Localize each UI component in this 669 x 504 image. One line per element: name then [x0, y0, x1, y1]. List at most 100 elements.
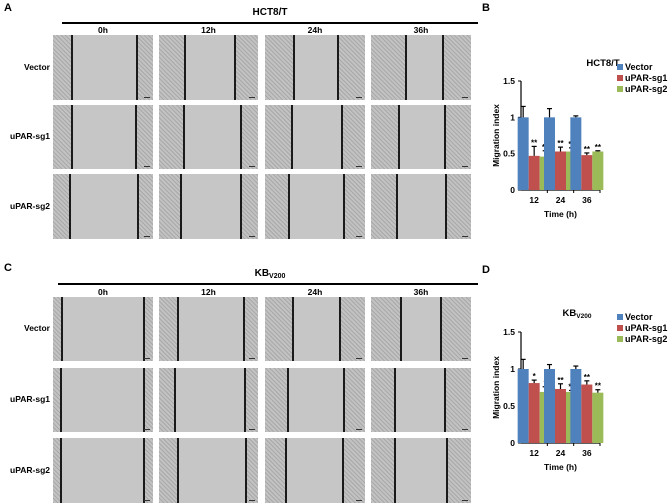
time-label-0h: 0h	[98, 287, 108, 297]
panel-c-header-line	[58, 283, 478, 285]
legend-swatch-upar-sg1	[617, 325, 623, 331]
panel-c-title-main: KB	[254, 268, 270, 279]
legend-label-upar-sg2: uPAR-sg2	[625, 84, 667, 94]
wound-image-vector-12h	[159, 35, 258, 100]
wound-image-upar-sg1-36h	[371, 105, 471, 169]
bar-vector-24	[544, 369, 555, 443]
row-label-upar-sg2: uPAR-sg2	[10, 200, 50, 211]
time-label-36h: 36h	[413, 287, 429, 297]
wound-image-upar-sg1-0h	[53, 368, 153, 432]
significance-mark: *	[533, 372, 537, 381]
legend-label-upar-sg2: uPAR-sg2	[625, 334, 667, 344]
wound-image-vector-36h	[371, 297, 471, 361]
bar-upar-sg1-36	[581, 155, 593, 190]
bar-upar-sg1-12	[528, 155, 540, 190]
legend-label-upar-sg1: uPAR-sg1	[625, 73, 667, 83]
wound-image-vector-24h	[265, 35, 365, 100]
bar-upar-sg1-12	[528, 383, 540, 443]
legend-swatch-upar-sg1	[617, 75, 623, 81]
time-label-0h: 0h	[98, 25, 108, 35]
panel-label-c: C	[4, 262, 12, 274]
wound-image-upar-sg2-36h	[371, 174, 471, 239]
time-label-12h: 12h	[201, 287, 216, 297]
y-tick-label: 0	[510, 185, 515, 195]
wound-image-vector-24h	[265, 297, 365, 361]
y-tick-label: 1	[510, 364, 515, 374]
bar-upar-sg1-24	[555, 151, 566, 190]
wound-image-upar-sg2-12h	[159, 438, 258, 503]
wound-image-vector-12h	[159, 297, 258, 361]
wound-image-upar-sg2-24h	[265, 174, 365, 239]
significance-mark: **	[584, 145, 591, 154]
significance-mark: **	[595, 143, 602, 152]
legend-swatch-vector	[617, 314, 623, 320]
legend-label-vector: Vector	[625, 62, 653, 72]
y-tick-label: 0	[510, 438, 515, 448]
wound-image-upar-sg2-0h	[53, 174, 153, 239]
y-tick-label: 1	[510, 112, 515, 122]
bar-upar-sg1-36	[581, 384, 593, 443]
panel-label-b: B	[482, 2, 490, 14]
x-tick-label: 36	[582, 448, 592, 458]
x-tick-label: 12	[529, 195, 539, 205]
bar-vector-24	[544, 117, 555, 190]
bar-vector-36	[570, 369, 582, 443]
row-label-upar-sg2: uPAR-sg2	[10, 464, 50, 475]
legend-label-upar-sg1: uPAR-sg1	[625, 323, 667, 333]
x-tick-label: 24	[556, 195, 566, 205]
bar-vector-12	[517, 117, 529, 190]
x-axis-label: Time (h)	[544, 209, 577, 219]
wound-image-upar-sg1-12h	[159, 368, 258, 432]
x-axis-label: Time (h)	[544, 462, 577, 472]
bar-vector-36	[570, 117, 582, 190]
legend-swatch-vector	[617, 64, 623, 70]
significance-mark: **	[557, 376, 564, 385]
panel-a-title: HCT8/T	[252, 7, 288, 18]
chart-title: KBV200	[563, 308, 592, 320]
significance-mark: **	[557, 139, 564, 148]
time-label-36h: 36h	[413, 25, 429, 35]
legend-label-vector: Vector	[625, 312, 653, 322]
wound-image-upar-sg2-0h	[53, 438, 153, 503]
row-label-upar-sg1: uPAR-sg1	[10, 394, 50, 404]
row-label-vector: Vector	[24, 61, 50, 72]
legend-swatch-upar-sg2	[617, 86, 623, 92]
wound-image-upar-sg2-24h	[265, 438, 365, 503]
chart-title: HCT8/T	[586, 58, 619, 69]
significance-mark: **	[595, 382, 602, 391]
y-axis-label: Migration index	[491, 356, 501, 419]
bar-upar-sg2-36	[592, 392, 604, 443]
wound-image-upar-sg1-24h	[265, 368, 365, 432]
wound-image-vector-0h	[53, 35, 153, 100]
x-tick-label: 24	[556, 448, 566, 458]
y-tick-label: 0.5	[503, 401, 515, 411]
legend-swatch-upar-sg2	[617, 336, 623, 342]
wound-image-upar-sg1-0h	[53, 105, 153, 169]
time-label-24h: 24h	[307, 287, 323, 297]
y-tick-label: 1.5	[503, 327, 515, 337]
wound-image-upar-sg2-12h	[159, 174, 258, 239]
significance-mark: **	[584, 373, 591, 382]
time-label-12h: 12h	[201, 25, 216, 35]
bar-vector-12	[517, 369, 529, 443]
row-label-vector: Vector	[24, 323, 50, 333]
wound-image-upar-sg1-12h	[159, 105, 258, 169]
x-tick-label: 36	[582, 195, 592, 205]
y-axis-label: Migration index	[491, 104, 501, 167]
wound-image-upar-sg1-36h	[371, 368, 471, 432]
significance-mark: **	[531, 138, 538, 147]
time-label-24h: 24h	[307, 25, 323, 35]
wound-image-upar-sg1-24h	[265, 105, 365, 169]
bar-upar-sg2-36	[592, 151, 604, 190]
panel-c-title-sub: V200	[269, 273, 286, 280]
row-label-upar-sg1: uPAR-sg1	[10, 131, 50, 141]
wound-image-upar-sg2-36h	[371, 438, 471, 503]
x-tick-label: 12	[529, 448, 539, 458]
y-tick-label: 1.5	[503, 76, 515, 86]
bar-upar-sg1-24	[555, 388, 566, 443]
panel-a-header-line	[62, 22, 478, 24]
panel-label-a: A	[4, 2, 12, 14]
panel-c-title: KBV200	[255, 268, 286, 280]
